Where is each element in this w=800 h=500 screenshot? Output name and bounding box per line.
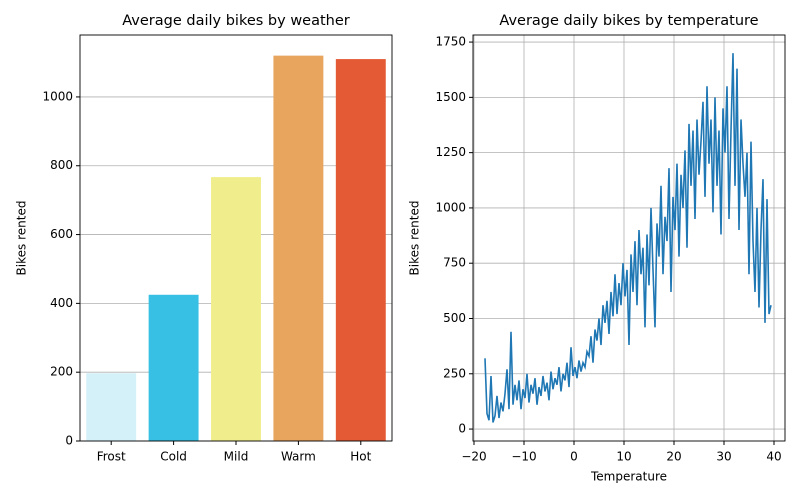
x-tick-label: Frost [97,450,126,464]
x-tick-label: −20 [461,450,486,464]
y-tick-label: 600 [50,227,73,241]
chart-title: Average daily bikes by temperature [499,13,758,29]
y-axis-label: Bikes rented [408,201,422,276]
y-tick-label: 500 [443,311,466,325]
line [484,53,772,423]
x-axis-label: Temperature [590,470,667,484]
y-tick-label: 1500 [435,90,466,104]
axes-frame [79,34,393,442]
y-tick-label: 1750 [435,35,466,49]
y-tick-label: 400 [50,296,73,310]
y-tick-label: 1000 [42,89,73,103]
y-tick-label: 0 [458,422,466,436]
y-tick-label: 0 [65,434,73,448]
y-tick-label: 200 [50,365,73,379]
x-tick-label: 0 [570,450,578,464]
x-tick-label: Hot [350,450,371,464]
x-tick-label: Warm [281,450,316,464]
bar [211,177,261,441]
x-tick-label: 20 [666,450,681,464]
x-tick-label: Cold [160,450,187,464]
y-tick-label: 250 [443,366,466,380]
x-tick-label: Mild [224,450,249,464]
y-tick-label: 750 [443,256,466,270]
y-tick-label: 1250 [435,145,466,159]
bar [86,373,137,441]
bar [335,59,386,441]
x-tick-label: 40 [766,450,781,464]
y-axis-label: Bikes rented [15,201,29,276]
x-tick-label: −10 [511,450,536,464]
x-tick-label: 10 [616,450,631,464]
y-tick-label: 800 [50,158,73,172]
chart-title: Average daily bikes by weather [122,13,350,29]
bar [148,294,199,441]
axes-frame [472,34,786,442]
bar [273,55,324,441]
y-tick-label: 1000 [435,200,466,214]
x-tick-label: 30 [716,450,731,464]
